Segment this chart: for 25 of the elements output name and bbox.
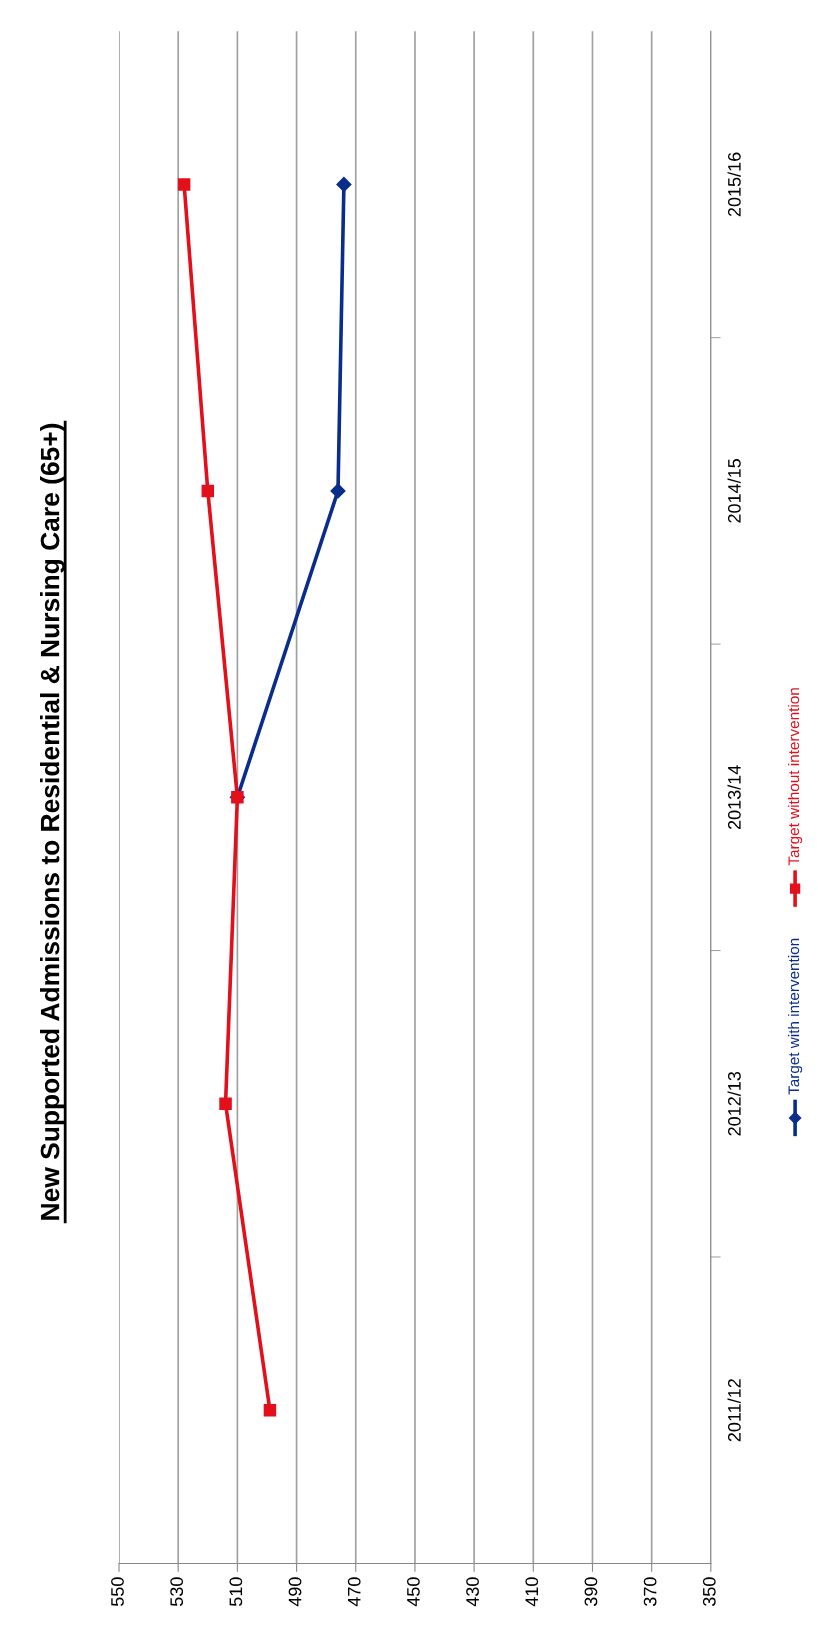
x-tick-label: 430: [466, 1577, 479, 1607]
point: [336, 176, 352, 193]
y-tick-label: 2015/16: [727, 152, 741, 217]
y-tick-label: 2013/14: [727, 765, 741, 830]
point: [201, 484, 215, 498]
x-tick-label: 370: [643, 1577, 657, 1607]
x-tick-label: 470: [347, 1577, 361, 1607]
x-tick-label: 530: [170, 1577, 184, 1607]
x-tick-label: 410: [525, 1577, 539, 1607]
x-tick-label: 350: [702, 1577, 716, 1607]
y-tick-label: 2014/15: [727, 459, 741, 523]
text: New Supported Admissions to Residential & Nursing Care (65+): [39, 423, 65, 1220]
text: Target without intervention: [787, 688, 803, 866]
x-tick-label: 390: [584, 1577, 598, 1607]
x-tick-label: 510: [229, 1577, 243, 1607]
y-tick-label: 2011/12: [727, 1379, 741, 1442]
y-tick-label: 2012/13: [727, 1071, 741, 1136]
x-tick-label: 450: [406, 1577, 420, 1607]
x-tick-label: 490: [288, 1577, 302, 1607]
text: Target with intervention: [787, 938, 803, 1095]
point: [177, 178, 191, 191]
point: [219, 1097, 232, 1111]
x-tick-label: 550: [111, 1577, 124, 1607]
point: [263, 1403, 277, 1417]
point: [330, 483, 346, 499]
